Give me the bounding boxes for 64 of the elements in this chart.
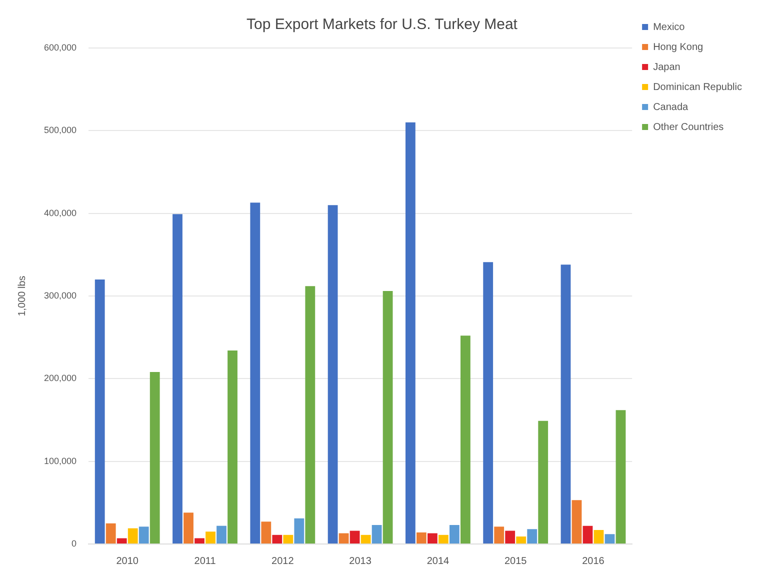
bar bbox=[194, 538, 204, 544]
legend-label: Canada bbox=[653, 102, 689, 113]
bar bbox=[250, 202, 260, 544]
bar bbox=[516, 536, 526, 544]
bar bbox=[150, 372, 160, 544]
bar bbox=[216, 526, 226, 544]
bar bbox=[372, 524, 382, 544]
bar bbox=[450, 524, 460, 544]
x-tick-label: 2012 bbox=[272, 556, 294, 567]
x-tick-label: 2015 bbox=[504, 556, 528, 567]
legend-label: Dominican Republic bbox=[653, 82, 742, 93]
bar bbox=[494, 526, 504, 544]
bar bbox=[616, 410, 626, 544]
y-axis-title: 1,000 lbs bbox=[16, 276, 28, 316]
legend-label: Japan bbox=[653, 62, 680, 73]
bar bbox=[338, 533, 349, 544]
bar bbox=[94, 279, 105, 544]
bar bbox=[228, 350, 238, 544]
bar bbox=[406, 122, 416, 544]
x-tick-label: 2010 bbox=[116, 556, 139, 567]
x-tick-label: 2016 bbox=[582, 556, 605, 567]
bar bbox=[505, 530, 516, 544]
y-tick-label: 0 bbox=[72, 538, 77, 548]
bar bbox=[138, 526, 149, 544]
bar bbox=[172, 214, 182, 544]
bar bbox=[128, 528, 138, 544]
chart-title: Top Export Markets for U.S. Turkey Meat bbox=[246, 16, 518, 34]
bar bbox=[184, 512, 194, 544]
bar bbox=[560, 264, 571, 544]
bar bbox=[572, 500, 582, 544]
x-tick-label: 2013 bbox=[349, 556, 372, 567]
bar bbox=[428, 533, 438, 544]
bar bbox=[305, 286, 316, 544]
y-tick-label: 300,000 bbox=[44, 290, 77, 300]
bar bbox=[438, 534, 448, 544]
bar bbox=[416, 532, 426, 544]
y-tick-label: 200,000 bbox=[44, 373, 77, 384]
bar bbox=[272, 534, 282, 544]
bar bbox=[460, 336, 470, 544]
bar bbox=[261, 522, 272, 544]
y-tick-label: 600,000 bbox=[44, 42, 77, 52]
y-tick-label: 400,000 bbox=[44, 208, 77, 218]
y-tick-label: 500,000 bbox=[44, 125, 77, 136]
legend-label: Mexico bbox=[653, 22, 686, 33]
bar bbox=[538, 420, 548, 544]
bar bbox=[206, 532, 216, 544]
legend-label: Other Countries bbox=[653, 122, 724, 133]
bar bbox=[594, 530, 604, 544]
bar bbox=[382, 291, 393, 544]
bar bbox=[360, 534, 371, 544]
legend-label: Hong Kong bbox=[653, 42, 704, 53]
bar bbox=[527, 529, 538, 544]
bar bbox=[294, 518, 304, 544]
bar bbox=[283, 534, 294, 544]
bar bbox=[116, 538, 127, 544]
x-tick-label: 2011 bbox=[194, 556, 216, 567]
bar bbox=[106, 523, 116, 544]
bar bbox=[350, 530, 360, 544]
bar bbox=[604, 534, 615, 544]
y-tick-label: 100,000 bbox=[44, 456, 77, 466]
x-tick-label: 2014 bbox=[426, 556, 450, 567]
bar bbox=[483, 262, 494, 544]
bar bbox=[582, 526, 593, 544]
bar bbox=[328, 205, 338, 544]
